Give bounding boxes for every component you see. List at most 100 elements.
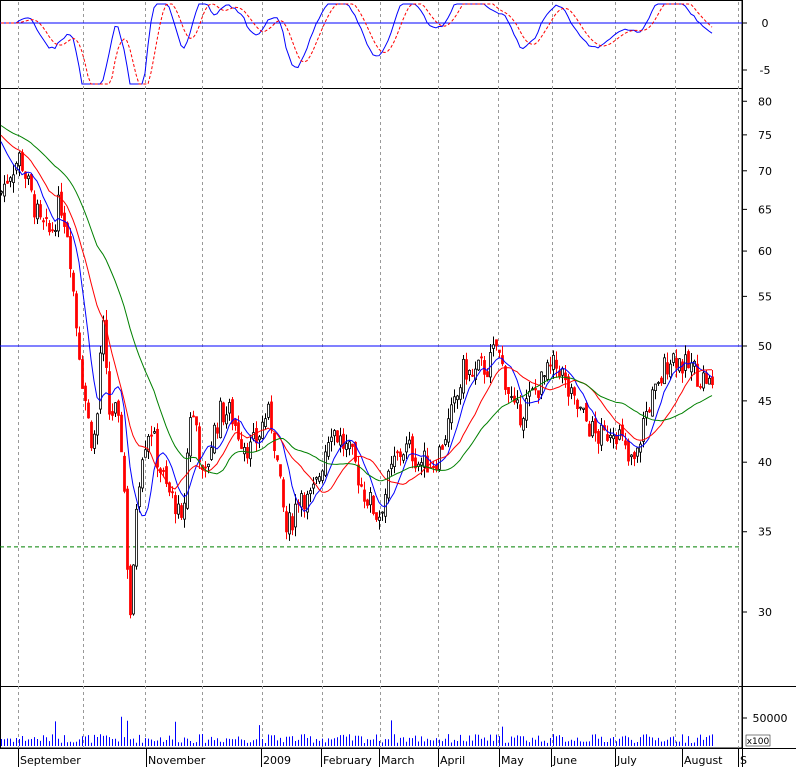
candle-body xyxy=(354,441,357,462)
candle-body xyxy=(564,372,567,381)
candle-body xyxy=(648,409,651,413)
month-label: 2009 xyxy=(263,754,291,767)
candle-body xyxy=(258,436,261,441)
month-label: May xyxy=(501,754,524,767)
candle-body xyxy=(474,368,477,381)
candle-body xyxy=(672,353,675,363)
volume-panel xyxy=(1,716,713,746)
candle-body xyxy=(309,490,312,495)
candle-body xyxy=(282,479,285,508)
candle-body xyxy=(561,368,564,376)
candle-body xyxy=(351,443,354,447)
candle-body xyxy=(102,320,105,355)
candle-body xyxy=(21,152,24,171)
candle-body xyxy=(246,447,249,459)
candle-body xyxy=(663,357,666,385)
candle-body xyxy=(549,364,552,367)
month-label: S xyxy=(740,754,747,767)
candle-body xyxy=(630,454,633,458)
candle-body xyxy=(171,491,174,494)
candle-body xyxy=(24,171,27,179)
candle-body xyxy=(477,359,480,371)
candle-body xyxy=(363,489,366,502)
candle-body xyxy=(99,352,102,410)
candle-body xyxy=(369,492,372,506)
candle-body xyxy=(441,445,444,450)
candle-body xyxy=(45,217,48,219)
candle-body xyxy=(90,421,93,449)
price-tick-label: 60 xyxy=(758,245,772,258)
candle-body xyxy=(390,463,393,469)
candle-body xyxy=(249,441,252,460)
candle-body xyxy=(612,435,615,440)
candle-body xyxy=(471,374,474,377)
moving-average-line xyxy=(0,134,713,493)
candle-body xyxy=(522,418,525,431)
candle-body xyxy=(459,387,462,400)
candle-body xyxy=(324,451,327,476)
plot-border xyxy=(0,0,743,749)
month-label: November xyxy=(148,754,206,767)
candle-body xyxy=(342,433,345,449)
candle-body xyxy=(132,564,135,615)
candle-body xyxy=(276,455,279,461)
candle-body xyxy=(54,230,57,232)
candle-body xyxy=(636,447,639,457)
candle-body xyxy=(615,435,618,445)
candle-body xyxy=(489,352,492,378)
candle-body xyxy=(30,174,33,191)
candle-body xyxy=(396,451,399,454)
price-tick-label: 70 xyxy=(758,165,772,178)
candle-body xyxy=(42,220,45,223)
candle-body xyxy=(336,430,339,443)
candle-body xyxy=(63,212,66,227)
price-tick-label: 30 xyxy=(758,606,772,619)
candle-body xyxy=(192,415,195,418)
candle-body xyxy=(303,495,306,510)
candle-body xyxy=(321,470,324,481)
candle-body xyxy=(345,443,348,450)
candle-body xyxy=(87,402,90,419)
moving-average-line xyxy=(0,141,713,517)
candle-body xyxy=(639,443,642,453)
candle-body xyxy=(456,395,459,401)
candle-body xyxy=(78,332,81,360)
candle-body xyxy=(207,463,210,468)
candle-body xyxy=(696,363,699,387)
candle-body xyxy=(414,457,417,469)
candle-body xyxy=(480,356,483,359)
candle-body xyxy=(312,483,315,489)
candle-body xyxy=(393,455,396,468)
candle-body xyxy=(708,377,711,385)
oscillator-panel xyxy=(0,3,742,85)
candle-body xyxy=(315,477,318,480)
month-label: September xyxy=(20,754,81,767)
candle-body xyxy=(27,175,30,180)
candle-body xyxy=(507,387,510,394)
candle-body xyxy=(405,443,408,453)
candle-body xyxy=(39,204,42,218)
price-tick-label: 75 xyxy=(758,129,772,142)
candle-body xyxy=(225,414,228,425)
price-tick-label: 55 xyxy=(758,290,772,303)
candle-body xyxy=(237,422,240,440)
vol-unit-label: x100 xyxy=(747,737,770,747)
candle-body xyxy=(606,434,609,441)
candle-body xyxy=(327,442,330,457)
candle-body xyxy=(138,486,141,508)
price-panel xyxy=(0,125,742,619)
candle-body xyxy=(444,439,447,445)
candle-body xyxy=(465,359,468,380)
candle-body xyxy=(600,424,603,446)
candle-body xyxy=(183,502,186,520)
candle-body xyxy=(135,508,138,567)
candle-body xyxy=(114,402,117,414)
candle-body xyxy=(534,387,537,391)
vol-unit-box xyxy=(745,734,771,747)
candle-body xyxy=(675,357,678,368)
candle-body xyxy=(702,372,705,389)
candle-body xyxy=(504,366,507,390)
candle-body xyxy=(462,358,465,394)
candle-body xyxy=(177,503,180,515)
price-tick-label: 35 xyxy=(758,526,772,539)
